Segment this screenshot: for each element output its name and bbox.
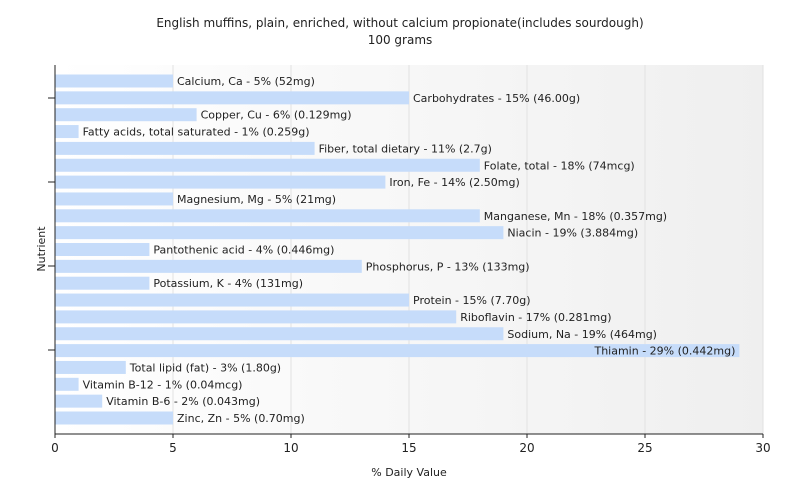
bar-label: Iron, Fe - 14% (2.50mg)	[389, 176, 519, 189]
bar-label: Vitamin B-6 - 2% (0.043mg)	[106, 395, 260, 408]
grid-lines	[172, 65, 764, 434]
bar	[55, 91, 409, 105]
bar-label: Folate, total - 18% (74mcg)	[484, 159, 635, 172]
bar-label: Calcium, Ca - 5% (52mg)	[177, 75, 315, 88]
bar	[55, 259, 362, 273]
bar-label: Thiamin - 29% (0.442mg)	[593, 345, 735, 358]
bar	[55, 175, 386, 189]
bar-label: Total lipid (fat) - 3% (1.80g)	[129, 361, 281, 374]
bar	[55, 158, 480, 172]
bar-label: Copper, Cu - 6% (0.129mg)	[201, 109, 352, 122]
x-axis-label: % Daily Value	[371, 466, 447, 479]
x-tick-label: 25	[637, 441, 652, 455]
bar-label: Manganese, Mn - 18% (0.357mg)	[484, 210, 667, 223]
x-tick-label: 10	[283, 441, 298, 455]
axes-group: 0 5 10 15 20 25 30	[48, 65, 771, 455]
x-tick-label: 30	[755, 441, 770, 455]
x-tick-label: 0	[51, 441, 59, 455]
bar	[55, 192, 173, 206]
bar-label: Zinc, Zn - 5% (0.70mg)	[177, 412, 305, 425]
bar	[55, 411, 173, 425]
bars-group: Calcium, Ca - 5% (52mg) Carbohydrates - 1…	[55, 74, 740, 425]
bar	[55, 377, 79, 391]
x-tick-label: 5	[169, 441, 177, 455]
bar	[55, 360, 126, 374]
bar-label: Protein - 15% (7.70g)	[413, 294, 531, 307]
bar-label: Potassium, K - 4% (131mg)	[153, 277, 303, 290]
y-axis-label: Nutrient	[35, 226, 48, 272]
bar-label: Magnesium, Mg - 5% (21mg)	[177, 193, 336, 206]
bar	[55, 108, 197, 122]
bar-label: Pantothenic acid - 4% (0.446mg)	[153, 244, 334, 257]
bar	[55, 209, 480, 223]
chart-subtitle: 100 grams	[368, 33, 433, 47]
bar	[55, 344, 740, 358]
bar	[55, 226, 504, 240]
bar-label: Fiber, total dietary - 11% (2.7g)	[319, 142, 492, 155]
bar-label: Niacin - 19% (3.884mg)	[507, 227, 638, 240]
bar	[55, 276, 150, 290]
bar-label: Riboflavin - 17% (0.281mg)	[460, 311, 611, 324]
x-tick-label: 20	[519, 441, 534, 455]
chart-title: English muffins, plain, enriched, withou…	[156, 16, 643, 30]
bar	[55, 327, 504, 341]
bar	[55, 74, 173, 88]
bar	[55, 141, 315, 155]
bar-label: Vitamin B-12 - 1% (0.04mcg)	[83, 378, 243, 391]
bar-label: Carbohydrates - 15% (46.00g)	[413, 92, 580, 105]
bar-label: Fatty acids, total saturated - 1% (0.259…	[83, 126, 310, 139]
bar	[55, 243, 150, 256]
bar	[55, 293, 409, 307]
bar-label: Sodium, Na - 19% (464mg)	[507, 328, 657, 341]
bar	[55, 310, 457, 324]
bar	[55, 125, 79, 139]
bar-label: Phosphorus, P - 13% (133mg)	[366, 260, 530, 273]
bar	[55, 394, 103, 408]
x-tick-label: 15	[401, 441, 416, 455]
